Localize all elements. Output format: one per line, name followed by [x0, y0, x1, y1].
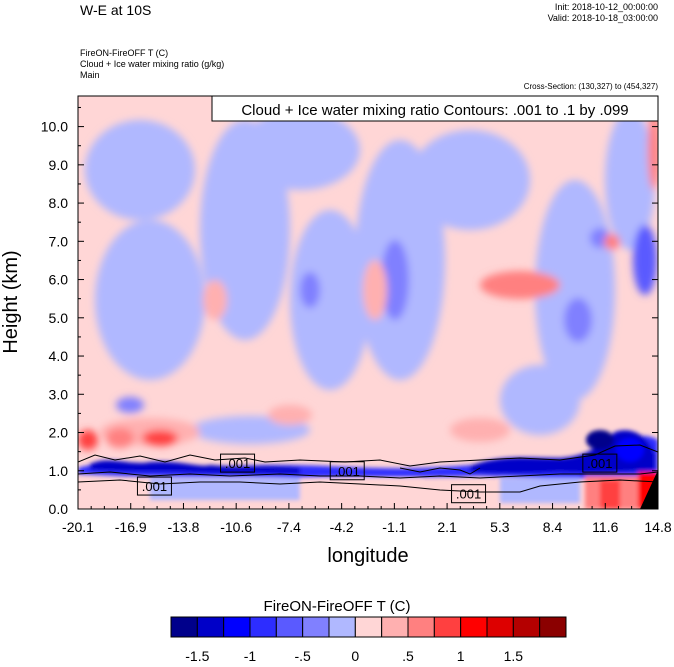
colorbar-tick-label: -1	[244, 648, 257, 664]
contour-info-background	[211, 95, 659, 122]
colorbar-swatch	[407, 616, 435, 638]
field-name-mixing-ratio: Cloud + Ice water mixing ratio (g/kg)	[80, 59, 225, 69]
y-axis-label: Height (km)	[0, 250, 22, 353]
y-axis: 0.0 1.0 2.0 3.0 4.0 5.0 6.0 7.0 8.0 9.0 10.0	[41, 106, 658, 517]
contour-label-text: .001	[335, 464, 360, 479]
cross-section-label: Cross-Section: (130,327) to (454,327)	[523, 82, 658, 91]
x-tick-label: -16.9	[115, 519, 147, 535]
chart-title: W-E at 10S	[80, 2, 152, 18]
y-tick-label: 10.0	[41, 119, 68, 135]
y-tick-label: 7.0	[49, 233, 69, 249]
temperature-field	[78, 96, 658, 509]
y-tick-label: 0.0	[49, 501, 69, 517]
x-tick-label: 8.4	[543, 519, 563, 535]
x-tick-label: -7.4	[277, 519, 301, 535]
contour-label: .001	[451, 484, 487, 504]
y-tick-label: 6.0	[49, 272, 69, 288]
x-tick-label: -10.6	[220, 519, 252, 535]
y-tick-label: 5.0	[49, 310, 69, 326]
contour-label: .001	[136, 476, 172, 496]
colorbar-swatch	[433, 616, 462, 638]
colorbar: -1.5 -1 -.5 0 .5 1 1.5	[170, 616, 567, 664]
colorbar-swatch	[196, 616, 225, 638]
contour-label-box	[451, 484, 487, 504]
contour-label-box	[220, 453, 256, 473]
colorbar-swatch	[170, 616, 198, 638]
colorbar-swatch	[460, 616, 488, 638]
group-label: Main	[80, 70, 100, 80]
colorbar-swatch	[486, 616, 514, 638]
y-tick-label: 3.0	[49, 386, 69, 402]
contour-label-text: .001	[142, 479, 167, 494]
x-axis-label: longitude	[327, 545, 408, 567]
time-info: Init: 2018-10-12_00:00:00 Valid: 2018-10…	[548, 2, 658, 24]
colorbar-swatch	[512, 616, 541, 638]
colorbar-tick-label: 1.5	[504, 648, 524, 664]
colorbar-swatch	[381, 616, 409, 638]
colorbar-swatch	[328, 616, 356, 638]
colorbar-swatch	[249, 616, 277, 638]
x-tick-label: 2.1	[437, 519, 457, 535]
x-tick-label: -1.1	[382, 519, 406, 535]
contour-label-text: .001	[587, 456, 612, 471]
y-tick-label: 1.0	[49, 463, 69, 479]
y-tick-label: 4.0	[49, 348, 69, 364]
x-tick-label: -20.1	[62, 519, 94, 535]
colorbar-title: FireON-FireOFF T (C)	[263, 598, 411, 615]
colorbar-tick-label: -1.5	[185, 648, 209, 664]
contour-label: .001	[220, 453, 256, 473]
y-tick-label: 9.0	[49, 157, 69, 173]
contour-label-box	[329, 461, 365, 481]
colorbar-swatch	[354, 616, 383, 638]
field-name-temperature: FireON-FireOFF T (C)	[80, 48, 169, 58]
contour-label: .001	[582, 453, 618, 473]
valid-time: Valid: 2018-10-18_03:00:00	[547, 13, 658, 23]
y-tick-label: 2.0	[49, 425, 69, 441]
init-time: Init: 2018-10-12_00:00:00	[554, 2, 658, 12]
colorbar-swatch	[539, 616, 567, 638]
colorbar-tick-label: -.5	[294, 648, 311, 664]
contour-label-box	[136, 476, 172, 496]
y-tick-label: 8.0	[49, 195, 69, 211]
contour-label-text: .001	[456, 487, 481, 502]
colorbar-tick-label: 0	[351, 648, 359, 664]
contour-label-text: .001	[225, 456, 250, 471]
colorbar-swatch	[223, 616, 251, 638]
contour-label: .001	[329, 461, 365, 481]
contour-info-text: Cloud + Ice water mixing ratio Contours:…	[241, 102, 628, 119]
x-axis: -20.1 -16.9 -13.8 -10.6 -7.4 -4.2 -1.1 2.1 5.3 8.…	[62, 503, 672, 535]
x-tick-label: -4.2	[330, 519, 354, 535]
x-tick-label: 5.3	[490, 519, 510, 535]
colorbar-tick-label: 1	[457, 648, 465, 664]
x-tick-label: 14.8	[644, 519, 671, 535]
field-info: FireON-FireOFF T (C) Cloud + Ice water m…	[80, 48, 224, 81]
x-tick-label: 11.6	[592, 519, 618, 535]
colorbar-swatch	[302, 616, 330, 638]
contour-label-box	[582, 453, 618, 473]
contour-labels: .001 .001 .001 .001 .001	[136, 453, 618, 504]
x-tick-label: -13.8	[167, 519, 199, 535]
colorbar-tick-label: .5	[402, 648, 414, 664]
colorbar-swatch	[275, 616, 304, 638]
contour-info-box: Cloud + Ice water mixing ratio Contours:…	[211, 95, 659, 122]
